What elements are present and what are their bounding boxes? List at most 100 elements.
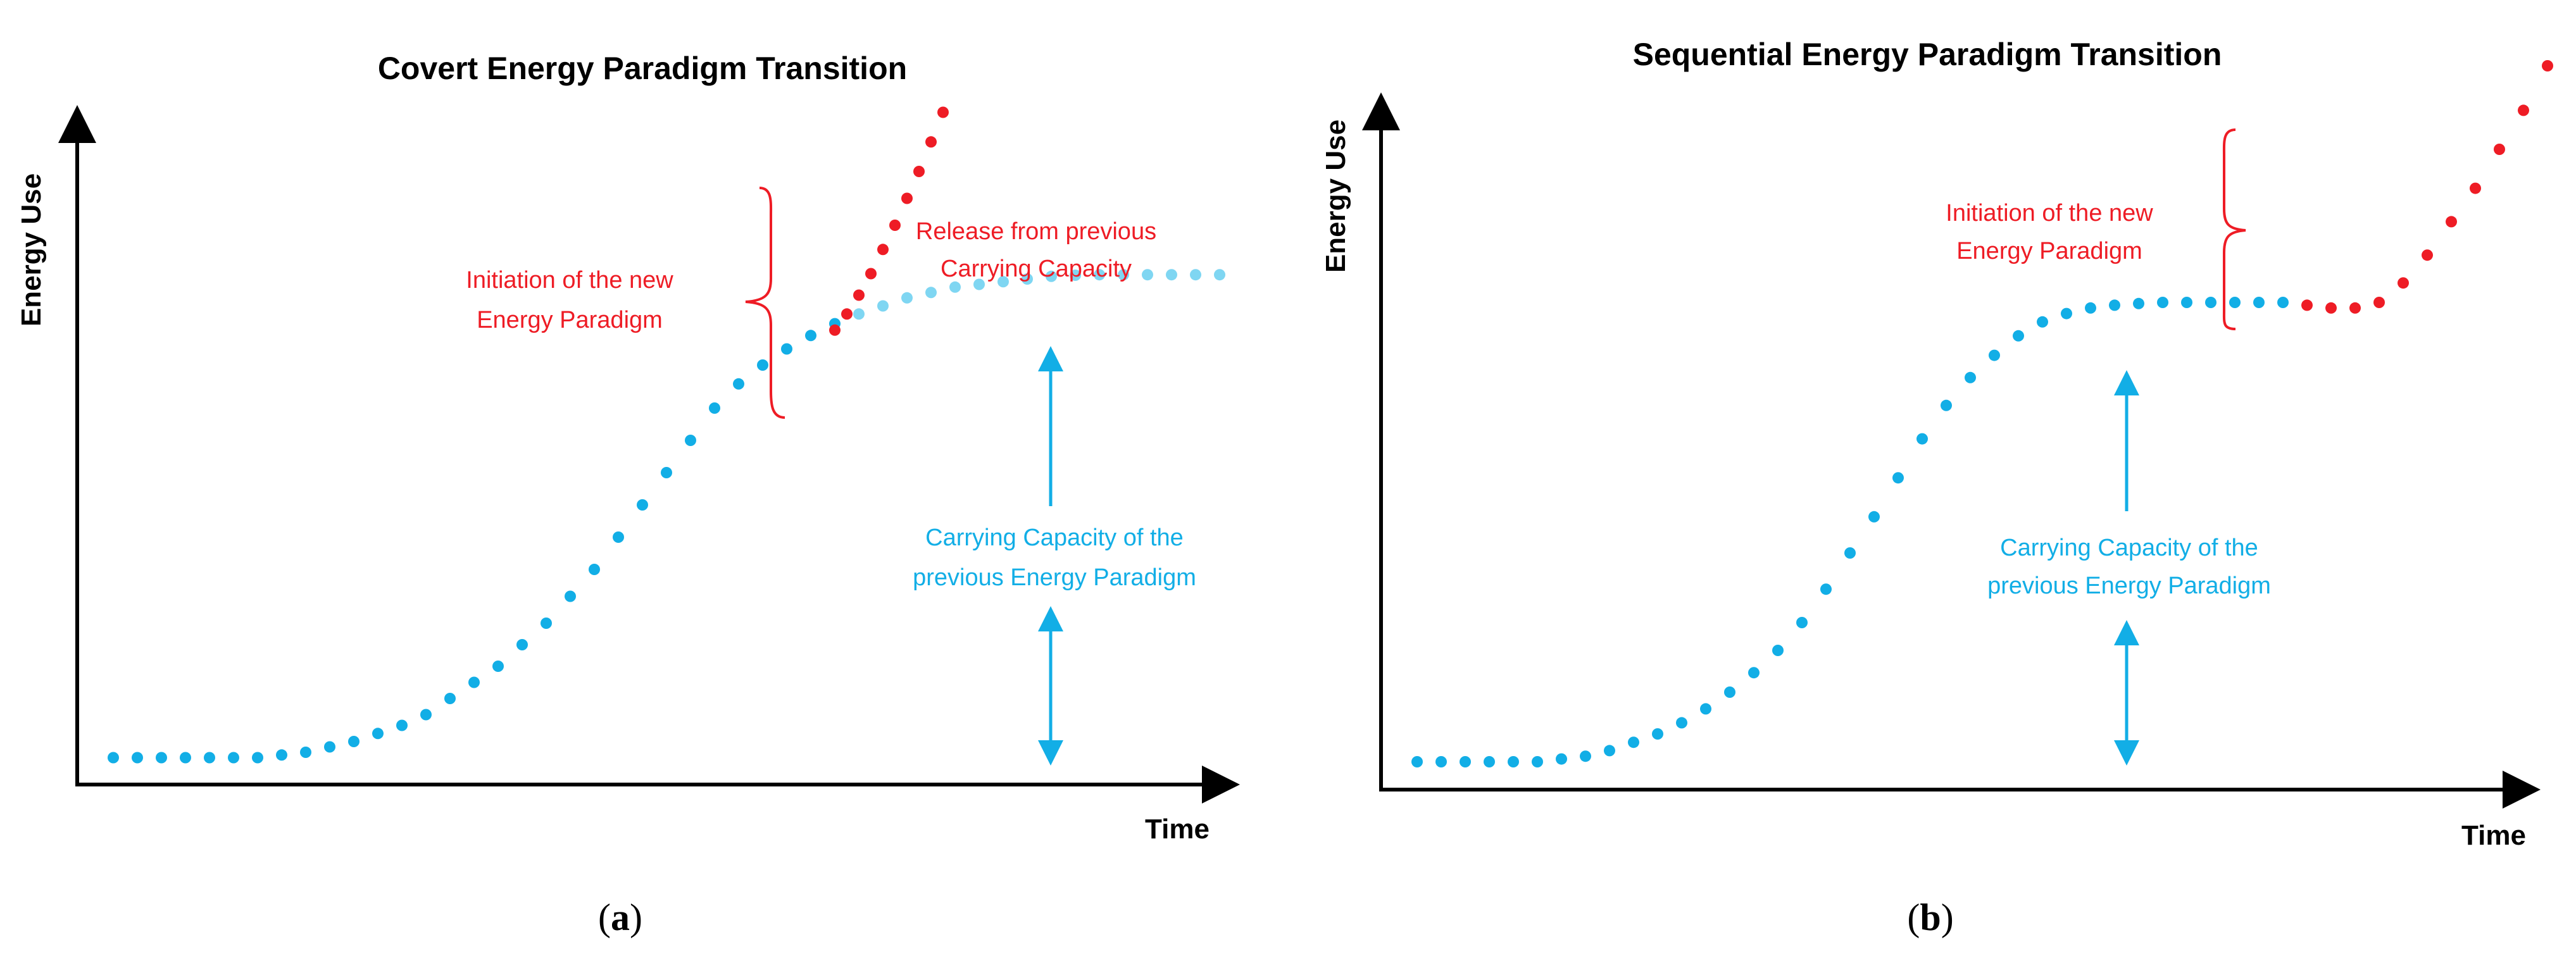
panel-a-initiation-label-line1: Initiation of the new bbox=[466, 267, 673, 294]
panel-a-series-0-point bbox=[661, 467, 672, 478]
panel-a-series-2-point bbox=[913, 166, 925, 177]
panel-b-series-0-point bbox=[1941, 399, 1952, 411]
panel-a-series-0-point bbox=[372, 728, 384, 740]
panel-b-series-0-point bbox=[1484, 756, 1495, 767]
panel-a-series-0-point bbox=[589, 564, 600, 575]
panel-a-caption: (a) bbox=[598, 897, 642, 938]
panel-b-series-0-point bbox=[1748, 667, 1760, 679]
panel-b-series-0-point bbox=[2133, 297, 2144, 309]
panel-b-series-0-point bbox=[1580, 750, 1591, 762]
panel-b-capacity-label-line2: previous Energy Paradigm bbox=[1987, 573, 2271, 599]
panel-a-series-0-point bbox=[396, 719, 408, 731]
panel-a-series-0-point bbox=[420, 709, 432, 721]
panel-b-series-1-point bbox=[2470, 182, 2481, 194]
panel-a-series-0-point bbox=[613, 531, 624, 543]
panel-b-series-0-point bbox=[2205, 297, 2216, 308]
panel-a-series-2-point bbox=[865, 268, 877, 280]
panel-b-initiation-brace bbox=[2222, 128, 2246, 330]
panel-b-series-0-point bbox=[1676, 717, 1687, 729]
panel-a-y-label: Energy Use bbox=[16, 173, 47, 326]
panel-a-series-0-point bbox=[348, 736, 360, 747]
panel-b-y-label: Energy Use bbox=[1320, 120, 1351, 273]
panel-b-series-0-point bbox=[2109, 299, 2120, 311]
panel-b-series-1-point bbox=[2373, 297, 2385, 308]
panel-a-release-label-line1: Release from previous bbox=[916, 218, 1156, 245]
panel-b-series-0-point bbox=[1916, 433, 1928, 445]
panel-b-series-0-point bbox=[1652, 728, 1663, 740]
panel-b-series-0-point bbox=[1700, 703, 1711, 715]
panel-a-series-1-point bbox=[1214, 269, 1225, 281]
panel-a-series-1-point bbox=[1142, 269, 1153, 281]
panel-b-series-1-point bbox=[2494, 144, 2505, 155]
panel-a-series-2-point bbox=[877, 244, 889, 256]
panel-b-series-0-point bbox=[1604, 745, 1615, 757]
panel-b-data-points bbox=[1411, 60, 2553, 767]
panel-a-initiation-brace bbox=[745, 187, 785, 419]
panel-b-series-0-point bbox=[1965, 371, 1976, 383]
panel-b-series-0-point bbox=[1772, 645, 1784, 656]
panel-a-series-1-point bbox=[997, 276, 1009, 288]
panel-b-series-0-point bbox=[1820, 583, 1832, 595]
panel-a-series-1-point bbox=[1094, 269, 1105, 281]
panel-a-series-0-point bbox=[204, 752, 215, 764]
panel-a-series-1-point bbox=[1118, 269, 1129, 281]
panel-a-title: Covert Energy Paradigm Transition bbox=[378, 51, 907, 86]
panel-a-series-0-point bbox=[541, 618, 552, 629]
panel-a-series-0-point bbox=[709, 402, 720, 414]
panel-b-series-1-point bbox=[2542, 60, 2553, 71]
panel-b-capacity-label-line1: Carrying Capacity of the bbox=[2000, 535, 2258, 561]
panel-a-series-1-point bbox=[1166, 269, 1177, 281]
panel-a-series-0-point bbox=[324, 741, 335, 753]
panel-b-series-0-point bbox=[1868, 511, 1880, 523]
panel-a-series-0-point bbox=[637, 499, 648, 511]
panel-a-series-1-point bbox=[973, 278, 985, 290]
panel-a-series-0-point bbox=[156, 752, 167, 764]
panel-a-series-0-point bbox=[781, 343, 792, 355]
panel-b-chart: Sequential Energy Paradigm Transition En… bbox=[1320, 37, 2553, 938]
panel-b-x-label: Time bbox=[2461, 820, 2526, 851]
panel-a-series-0-point bbox=[180, 752, 191, 764]
panel-b-series-1-point bbox=[2301, 299, 2313, 311]
panel-a-series-2-point bbox=[889, 220, 901, 231]
panel-a-x-label: Time bbox=[1145, 814, 1210, 845]
panel-a-series-0-point bbox=[228, 752, 239, 764]
panel-a-series-0-point bbox=[300, 747, 311, 758]
panel-b-series-0-point bbox=[1435, 756, 1447, 767]
panel-b-series-0-point bbox=[1796, 617, 1808, 628]
panel-a-series-1-point bbox=[1022, 273, 1033, 285]
panel-a-release-label-line2: Carrying Capacity bbox=[941, 256, 1132, 282]
panel-a-series-1-point bbox=[853, 308, 865, 320]
panel-b-series-0-point bbox=[2061, 307, 2072, 320]
panel-b-initiation-label-line2: Energy Paradigm bbox=[1956, 238, 2142, 264]
panel-b-series-1-point bbox=[2518, 104, 2529, 116]
panel-a-series-0-point bbox=[565, 590, 576, 602]
panel-b-initiation-label-line1: Initiation of the new bbox=[1946, 200, 2153, 227]
panel-a-series-0-point bbox=[132, 752, 143, 764]
panel-a-data-points bbox=[108, 106, 1225, 764]
panel-b-title: Sequential Energy Paradigm Transition bbox=[1633, 37, 2222, 72]
panel-b-series-0-point bbox=[1989, 349, 2000, 361]
panel-b-series-0-point bbox=[2157, 297, 2168, 308]
panel-b-series-0-point bbox=[1556, 753, 1567, 765]
panel-b-series-0-point bbox=[1892, 472, 1904, 484]
panel-a-series-0-point bbox=[805, 330, 816, 342]
panel-a-series-2-point bbox=[853, 289, 865, 301]
panel-a-series-1-point bbox=[901, 292, 913, 304]
panel-a-series-2-point bbox=[925, 136, 937, 148]
panel-a-series-1-point bbox=[925, 287, 937, 299]
panel-b-series-0-point bbox=[2253, 297, 2265, 308]
panel-a-series-1-point bbox=[1070, 270, 1081, 281]
panel-b-series-0-point bbox=[2013, 330, 2024, 342]
panel-a-series-1-point bbox=[877, 300, 889, 312]
panel-a-series-0-point bbox=[685, 435, 696, 446]
panel-b-series-0-point bbox=[2277, 297, 2289, 308]
panel-a-series-0-point bbox=[757, 359, 768, 371]
panel-a-series-2-point bbox=[937, 106, 949, 118]
panel-a-series-0-point bbox=[733, 378, 744, 390]
panel-b-series-0-point bbox=[2037, 316, 2048, 328]
panel-b-caption: (b) bbox=[1907, 897, 1953, 938]
panel-b-series-0-point bbox=[1411, 756, 1423, 767]
panel-a-series-2-point bbox=[841, 308, 853, 320]
panel-a-series-0-point bbox=[444, 693, 456, 704]
